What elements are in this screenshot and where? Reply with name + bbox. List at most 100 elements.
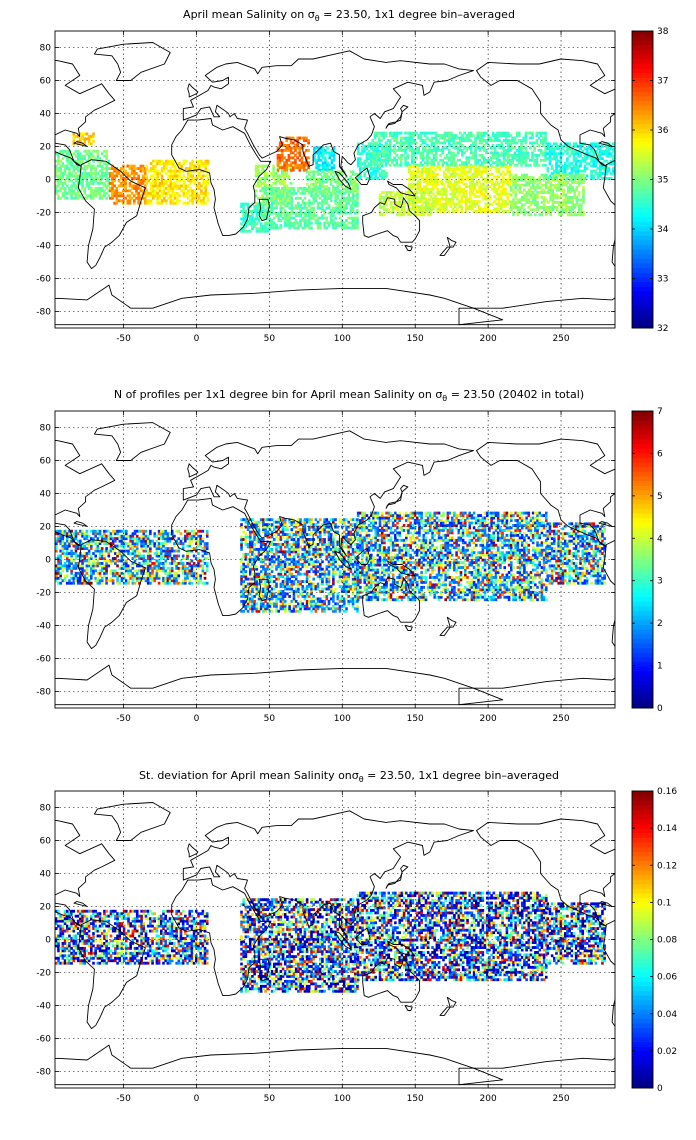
data-cell (160, 162, 164, 166)
data-cell (378, 139, 381, 142)
data-cell (478, 139, 482, 142)
data-cell (553, 154, 556, 158)
data-cell (488, 210, 492, 213)
data-cell (98, 554, 102, 558)
data-cell (434, 172, 437, 176)
data-cell (502, 146, 506, 150)
data-cell (577, 210, 581, 214)
data-cell (276, 189, 280, 193)
data-cell (477, 180, 481, 184)
data-cell (566, 142, 569, 146)
data-cell (116, 554, 119, 558)
data-cell (493, 182, 496, 186)
data-cell (423, 185, 426, 189)
data-cell (520, 205, 524, 209)
data-cell (529, 186, 533, 189)
data-cell (70, 542, 73, 546)
data-cell (424, 191, 428, 194)
data-cell (410, 131, 414, 135)
data-cell (63, 186, 67, 190)
data-cell (542, 208, 546, 212)
data-cell (453, 170, 457, 174)
data-cell (325, 172, 329, 176)
data-cell (518, 178, 522, 182)
data-cell (294, 221, 298, 225)
data-cell (135, 189, 138, 193)
data-cell (57, 569, 60, 573)
data-cell (603, 159, 606, 163)
data-cell (257, 202, 261, 206)
data-cell (79, 542, 82, 546)
data-cell (483, 131, 486, 135)
colorbar-segment (632, 188, 653, 194)
data-cell (531, 131, 534, 135)
data-cell (68, 167, 71, 170)
data-cell (522, 136, 525, 140)
data-cell (204, 179, 208, 183)
data-cell (302, 166, 306, 170)
data-cell (109, 549, 113, 553)
data-cell (406, 141, 410, 145)
data-cell (540, 188, 544, 192)
colorbar-segment (632, 244, 653, 250)
data-cell (176, 201, 179, 205)
data-cell (356, 144, 360, 148)
data-cell (98, 581, 102, 585)
data-cell (151, 159, 155, 163)
data-cell (489, 146, 493, 150)
data-cell (560, 203, 563, 207)
data-cell (76, 194, 80, 198)
data-cell (499, 202, 503, 206)
data-cell (507, 148, 510, 152)
data-cell (316, 185, 320, 189)
data-cell (300, 163, 304, 167)
data-cell (301, 199, 305, 203)
data-cell (162, 184, 166, 188)
data-cell (94, 149, 97, 153)
data-cell (171, 174, 175, 178)
data-cell (391, 200, 395, 204)
data-cell (515, 131, 519, 135)
data-cell (332, 219, 335, 222)
data-cell (451, 192, 455, 196)
data-cell (79, 559, 82, 563)
data-cell (568, 162, 571, 166)
data-cell (482, 165, 485, 169)
data-cell (59, 174, 62, 178)
data-cell (143, 189, 147, 193)
data-cell (473, 202, 477, 206)
data-cell (540, 191, 544, 194)
data-cell (182, 162, 186, 166)
data-cell (74, 571, 78, 575)
data-cell (262, 211, 265, 215)
data-cell (312, 216, 315, 220)
data-cell (585, 162, 589, 166)
data-cell (385, 172, 388, 175)
data-cell (266, 199, 270, 203)
data-cell (279, 189, 283, 193)
data-cell (419, 156, 423, 160)
data-cell (290, 224, 294, 227)
data-cell (562, 173, 566, 177)
data-cell (383, 169, 386, 173)
data-cell (253, 217, 256, 221)
data-cell (289, 151, 293, 155)
data-cell (421, 175, 424, 179)
data-cell (423, 187, 426, 191)
data-cell (449, 175, 453, 179)
data-cell (612, 169, 615, 173)
data-cell (523, 213, 526, 217)
data-cell (553, 178, 557, 182)
data-cell (484, 177, 488, 181)
data-cell (391, 134, 394, 137)
data-cell (535, 158, 539, 162)
data-cell (504, 210, 507, 213)
data-cell (79, 579, 82, 583)
data-cell (193, 191, 197, 195)
data-cell (387, 208, 391, 212)
data-cell (428, 156, 431, 160)
data-cell (87, 559, 91, 563)
data-cell (65, 537, 69, 541)
data-cell (83, 537, 87, 541)
data-cell (495, 210, 499, 213)
